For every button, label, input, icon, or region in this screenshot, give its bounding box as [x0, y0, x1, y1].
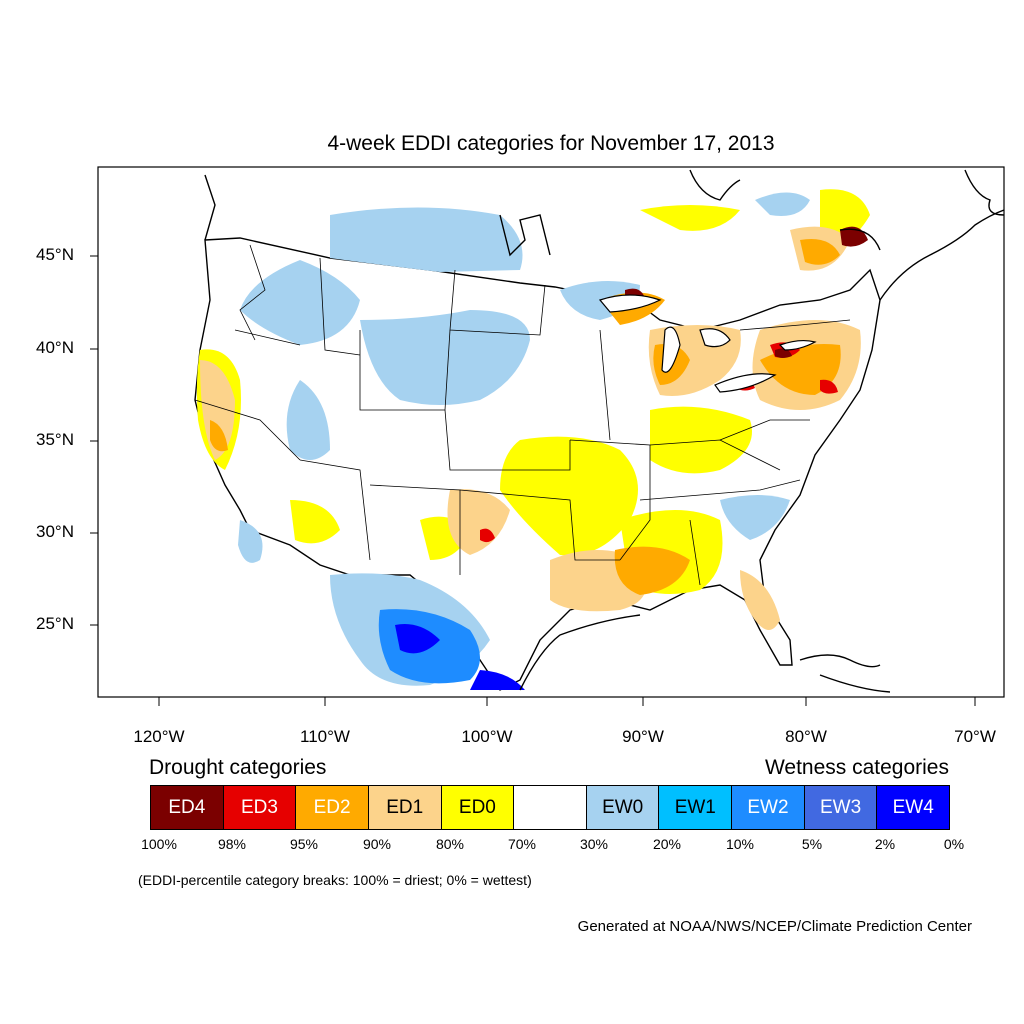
legend-ew4: EW4: [877, 786, 950, 829]
lat-label-45: 45°N: [36, 245, 74, 264]
break-label: 0%: [943, 836, 965, 852]
lon-label-110w: 110°W: [300, 727, 350, 746]
drought-categories-heading: Drought categories: [149, 756, 327, 779]
break-label: 90%: [362, 836, 392, 852]
break-label: 98%: [217, 836, 247, 852]
lon-label-70w: 70°W: [954, 727, 996, 746]
lon-label-100w: 100°W: [461, 727, 513, 746]
lon-label-90w: 90°W: [622, 727, 664, 746]
break-label: 10%: [725, 836, 755, 852]
credit-line: Generated at NOAA/NWS/NCEP/Climate Predi…: [577, 918, 972, 935]
break-label: 2%: [874, 836, 896, 852]
legend-ed0: ED0: [441, 786, 515, 829]
legend-ed1: ED1: [368, 786, 442, 829]
break-label: 100%: [141, 836, 177, 852]
legend-ed3: ED3: [223, 786, 297, 829]
break-label: 30%: [579, 836, 609, 852]
legend-ew1: EW1: [659, 786, 733, 829]
lat-label-30: 30°N: [36, 522, 74, 541]
legend-ed2: ED2: [296, 786, 369, 829]
category-breaks-note: (EDDI-percentile category breaks: 100% =…: [138, 872, 532, 888]
legend-ew2: EW2: [732, 786, 805, 829]
wetness-categories-heading: Wetness categories: [764, 756, 949, 779]
break-label: 20%: [652, 836, 682, 852]
break-label: 70%: [507, 836, 537, 852]
legend-ew3: EW3: [804, 786, 878, 829]
break-label: 80%: [435, 836, 465, 852]
lat-label-25: 25°N: [36, 614, 74, 633]
lon-label-80w: 80°W: [785, 727, 827, 746]
legend-ew0: EW0: [586, 786, 660, 829]
map-title: 4-week EDDI categories for November 17, …: [327, 132, 775, 155]
break-label: 95%: [289, 836, 319, 852]
break-label: 5%: [801, 836, 823, 852]
legend-ed4: ED4: [151, 786, 224, 829]
category-legend: ED4 ED3 ED2 ED1 ED0 EW0 EW1 EW2 EW3 EW4: [150, 785, 950, 830]
lat-label-35: 35°N: [36, 430, 74, 449]
lon-label-120w: 120°W: [133, 727, 185, 746]
lat-label-40: 40°N: [36, 338, 74, 357]
legend-normal: [514, 786, 587, 829]
